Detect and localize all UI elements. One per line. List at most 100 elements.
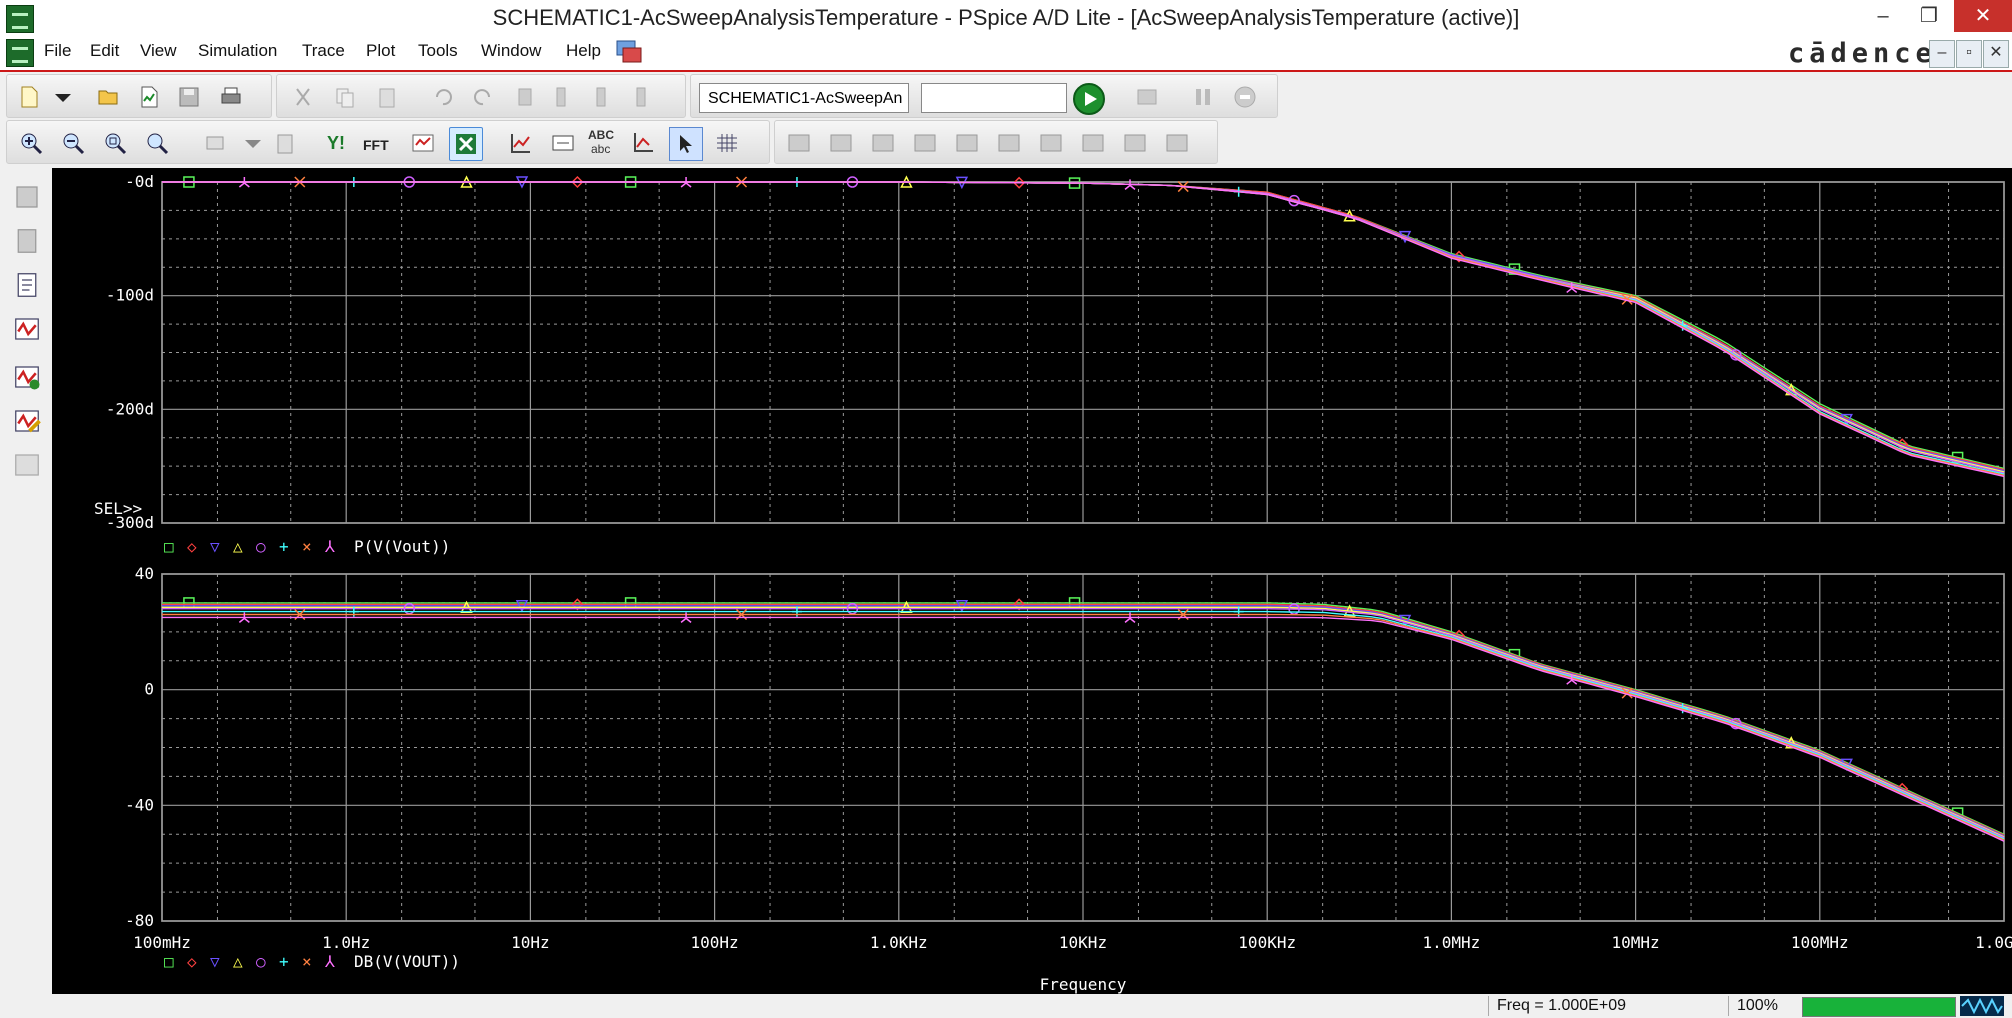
log-y-axis-button[interactable]: Y! — [323, 127, 355, 159]
close-button[interactable]: ✕ — [1954, 0, 2012, 32]
copy-button[interactable] — [329, 81, 361, 113]
menu-view[interactable]: View — [140, 41, 177, 60]
power-marker-button[interactable] — [627, 81, 659, 113]
mdi-restore-button[interactable]: ▫ — [1956, 40, 1982, 68]
add-trace-icon — [511, 134, 530, 153]
undo-icon — [436, 89, 452, 106]
text-label-button[interactable]: ABC abc — [587, 127, 619, 159]
simulation-status-icon[interactable] — [12, 182, 42, 212]
add-trace-button[interactable] — [505, 127, 537, 159]
mdi-close-button[interactable]: ✕ — [1983, 40, 2009, 68]
undo-button[interactable] — [427, 81, 459, 113]
waveform-status-icon — [1960, 996, 2004, 1016]
legend-marker: ⅄ — [324, 537, 335, 556]
dropdown-arrow-icon — [55, 94, 71, 102]
cursor-tool-5[interactable] — [951, 127, 983, 159]
open-file-button[interactable] — [93, 81, 125, 113]
simulation-profile-select[interactable]: SCHEMATIC1-AcSweepAn — [699, 83, 909, 113]
search-field[interactable] — [921, 83, 1067, 113]
select-pointer-button[interactable] — [669, 127, 703, 161]
log-y-label: Y! — [327, 133, 345, 153]
series-marker — [846, 602, 859, 615]
cursor-tool-10[interactable] — [1161, 127, 1193, 159]
waveform-plot[interactable]: -0d -100d -200d -300d □ ◇ ▽ △ ○ + × ⅄ P(V(Vout)) SEL>… — [52, 168, 2012, 994]
menu-trace[interactable]: Trace — [302, 41, 345, 60]
toolbar-row-1: SCHEMATIC1-AcSweepAn — [0, 72, 2012, 118]
cursor-tool-7[interactable] — [1035, 127, 1067, 159]
add-y-axis-button[interactable] — [627, 127, 659, 159]
menu-window[interactable]: Window — [481, 41, 542, 60]
menu-plot[interactable]: Plot — [366, 41, 396, 60]
cursor-search-icon — [1040, 134, 1062, 152]
stop-simulation-button[interactable] — [1229, 81, 1261, 113]
save-button[interactable] — [173, 81, 205, 113]
cursor-tool-3[interactable] — [867, 127, 899, 159]
series-marker — [680, 612, 692, 623]
mdi-minimize-button[interactable]: – — [1929, 40, 1955, 68]
view-output-file-icon[interactable] — [12, 270, 42, 300]
menu-bar: File Edit View Simulation Trace Plot Too… — [0, 36, 2012, 73]
export-to-excel-button[interactable] — [449, 127, 483, 161]
menu-file[interactable]: File — [44, 41, 72, 60]
current-marker-button[interactable] — [587, 81, 619, 113]
cursor-tool-8[interactable] — [1077, 127, 1109, 159]
edit-plot-icon[interactable] — [12, 406, 42, 436]
y-tick-label: -0d — [125, 172, 154, 191]
pause-simulation-button[interactable] — [1187, 81, 1219, 113]
zoom-area-button[interactable] — [99, 127, 131, 159]
restore-button[interactable]: ❐ — [1920, 5, 1938, 27]
frequency-readout: Freq = 1.000E+09 — [1488, 996, 1626, 1016]
cursor-tool-6[interactable] — [993, 127, 1025, 159]
menu-simulation[interactable]: Simulation — [198, 41, 278, 60]
copy-to-clipboard-button[interactable] — [269, 127, 301, 159]
new-file-dropdown[interactable] — [47, 81, 71, 113]
document-icon[interactable] — [6, 39, 34, 67]
simulation-toolbar: SCHEMATIC1-AcSweepAn — [690, 74, 1278, 118]
cursor-tool-4[interactable] — [909, 127, 941, 159]
menu-edit[interactable]: Edit — [90, 41, 120, 60]
toolbar-row-2: Y! FFT ABC abc — [0, 118, 2012, 168]
cursor-tool-1[interactable] — [783, 127, 815, 159]
stop-icon — [1234, 86, 1256, 108]
output-window-icon[interactable] — [12, 226, 42, 256]
view-simulation-button[interactable] — [1131, 81, 1163, 113]
waveform-window-icon[interactable] — [12, 314, 42, 344]
window-options-dropdown[interactable] — [237, 127, 261, 159]
series-line-8 — [162, 181, 2005, 478]
fft-button[interactable]: FFT — [363, 127, 395, 159]
cut-button[interactable] — [287, 81, 319, 113]
add-plot-icon[interactable] — [12, 362, 42, 392]
paste-button[interactable] — [371, 81, 403, 113]
cursor-peak-icon — [788, 134, 810, 152]
cursor-tool-2[interactable] — [825, 127, 857, 159]
new-file-button[interactable] — [13, 81, 45, 113]
legend-marker: ◇ — [187, 537, 197, 556]
plot-toolbar: Y! FFT ABC abc — [6, 120, 770, 164]
x-axis-title: Frequency — [1040, 975, 1127, 994]
y-axis-icon — [634, 133, 653, 152]
print-button[interactable] — [215, 81, 247, 113]
zoom-fit-button[interactable] — [141, 127, 173, 159]
window-options-button[interactable] — [201, 127, 233, 159]
cursor-tool-9[interactable] — [1119, 127, 1151, 159]
probe-plot-window[interactable]: -0d -100d -200d -300d □ ◇ ▽ △ ○ + × ⅄ P(V(Vout)) SEL>… — [52, 168, 2012, 994]
legend-marker: ◇ — [187, 952, 197, 971]
menu-help[interactable]: Help — [566, 41, 601, 60]
mark-data-points-button[interactable] — [509, 81, 541, 113]
minimize-button[interactable]: – — [1877, 5, 1889, 27]
redo-button[interactable] — [467, 81, 499, 113]
toggle-grid-button[interactable] — [711, 127, 743, 159]
legend-marker: △ — [233, 952, 243, 971]
zoom-in-button[interactable] — [15, 127, 47, 159]
pspice-app-icon[interactable] — [6, 5, 34, 33]
open-simulation-button[interactable] — [133, 81, 165, 113]
pointer-icon — [680, 135, 692, 153]
run-simulation-button[interactable] — [1073, 83, 1105, 115]
performance-analysis-button[interactable] — [407, 127, 439, 159]
delete-plot-icon[interactable] — [12, 450, 42, 480]
menu-tools[interactable]: Tools — [418, 41, 458, 60]
voltage-marker-button[interactable] — [547, 81, 579, 113]
cascade-windows-icon[interactable] — [614, 38, 644, 66]
zoom-out-button[interactable] — [57, 127, 89, 159]
eval-measurement-button[interactable] — [547, 127, 579, 159]
